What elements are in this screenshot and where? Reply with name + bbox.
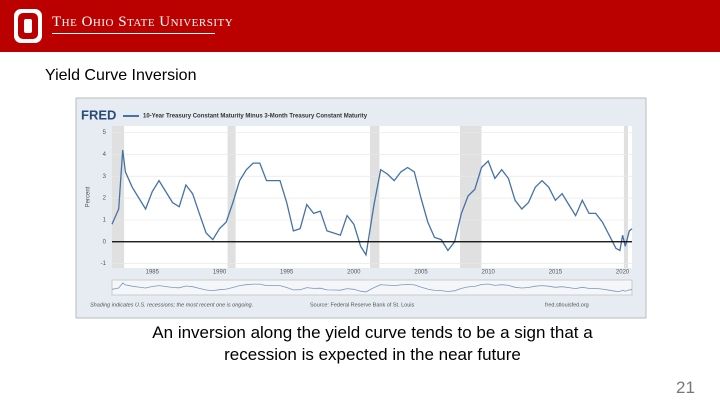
header-bar: The Ohio State University xyxy=(0,0,720,52)
y-tick-label: -1 xyxy=(101,261,107,267)
recession-band xyxy=(369,126,380,268)
slide-title: Yield Curve Inversion xyxy=(45,67,197,84)
logo xyxy=(14,9,42,43)
navigator xyxy=(111,279,633,296)
note: Shading indicates U.S. recessions; the m… xyxy=(90,302,253,308)
x-tick-label: 2005 xyxy=(414,270,428,276)
x-tick-label: 2020 xyxy=(616,270,630,276)
caption-line: recession is expected in the near future xyxy=(224,345,521,364)
x-tick-label: 1990 xyxy=(213,270,227,276)
x-tick-label: 2000 xyxy=(347,270,361,276)
y-tick-label: 2 xyxy=(103,196,107,202)
fred-logo: FRED xyxy=(81,107,116,122)
x-tick-label: 2010 xyxy=(482,270,496,276)
recession-band xyxy=(623,126,628,268)
navigator-line xyxy=(111,282,633,293)
x-tick-label: 1995 xyxy=(280,270,294,276)
series-line xyxy=(111,149,633,257)
source: Source: Federal Reserve Bank of St. Loui… xyxy=(310,302,414,308)
recession-band xyxy=(112,126,125,268)
y-tick-label: 3 xyxy=(103,174,107,180)
url: fred.stlouisfed.org xyxy=(545,302,589,308)
recession-band xyxy=(460,126,482,268)
recession-band xyxy=(227,126,236,268)
y-tick-label: 0 xyxy=(103,239,107,245)
caption-line: An inversion along the yield curve tends… xyxy=(152,323,593,342)
y-tick-label: 5 xyxy=(103,130,107,136)
x-tick-label: 1985 xyxy=(146,270,160,276)
y-tick-label: 4 xyxy=(103,152,107,158)
y-axis-label: Percent xyxy=(86,186,92,207)
y-tick-label: 1 xyxy=(103,218,107,224)
university-name: The Ohio State University xyxy=(52,14,233,34)
x-tick-label: 2015 xyxy=(549,270,563,276)
caption: An inversion along the yield curve tends… xyxy=(0,322,720,366)
legend-label: 10-Year Treasury Constant Maturity Minus… xyxy=(143,114,368,120)
page-number: 21 xyxy=(676,378,695,397)
